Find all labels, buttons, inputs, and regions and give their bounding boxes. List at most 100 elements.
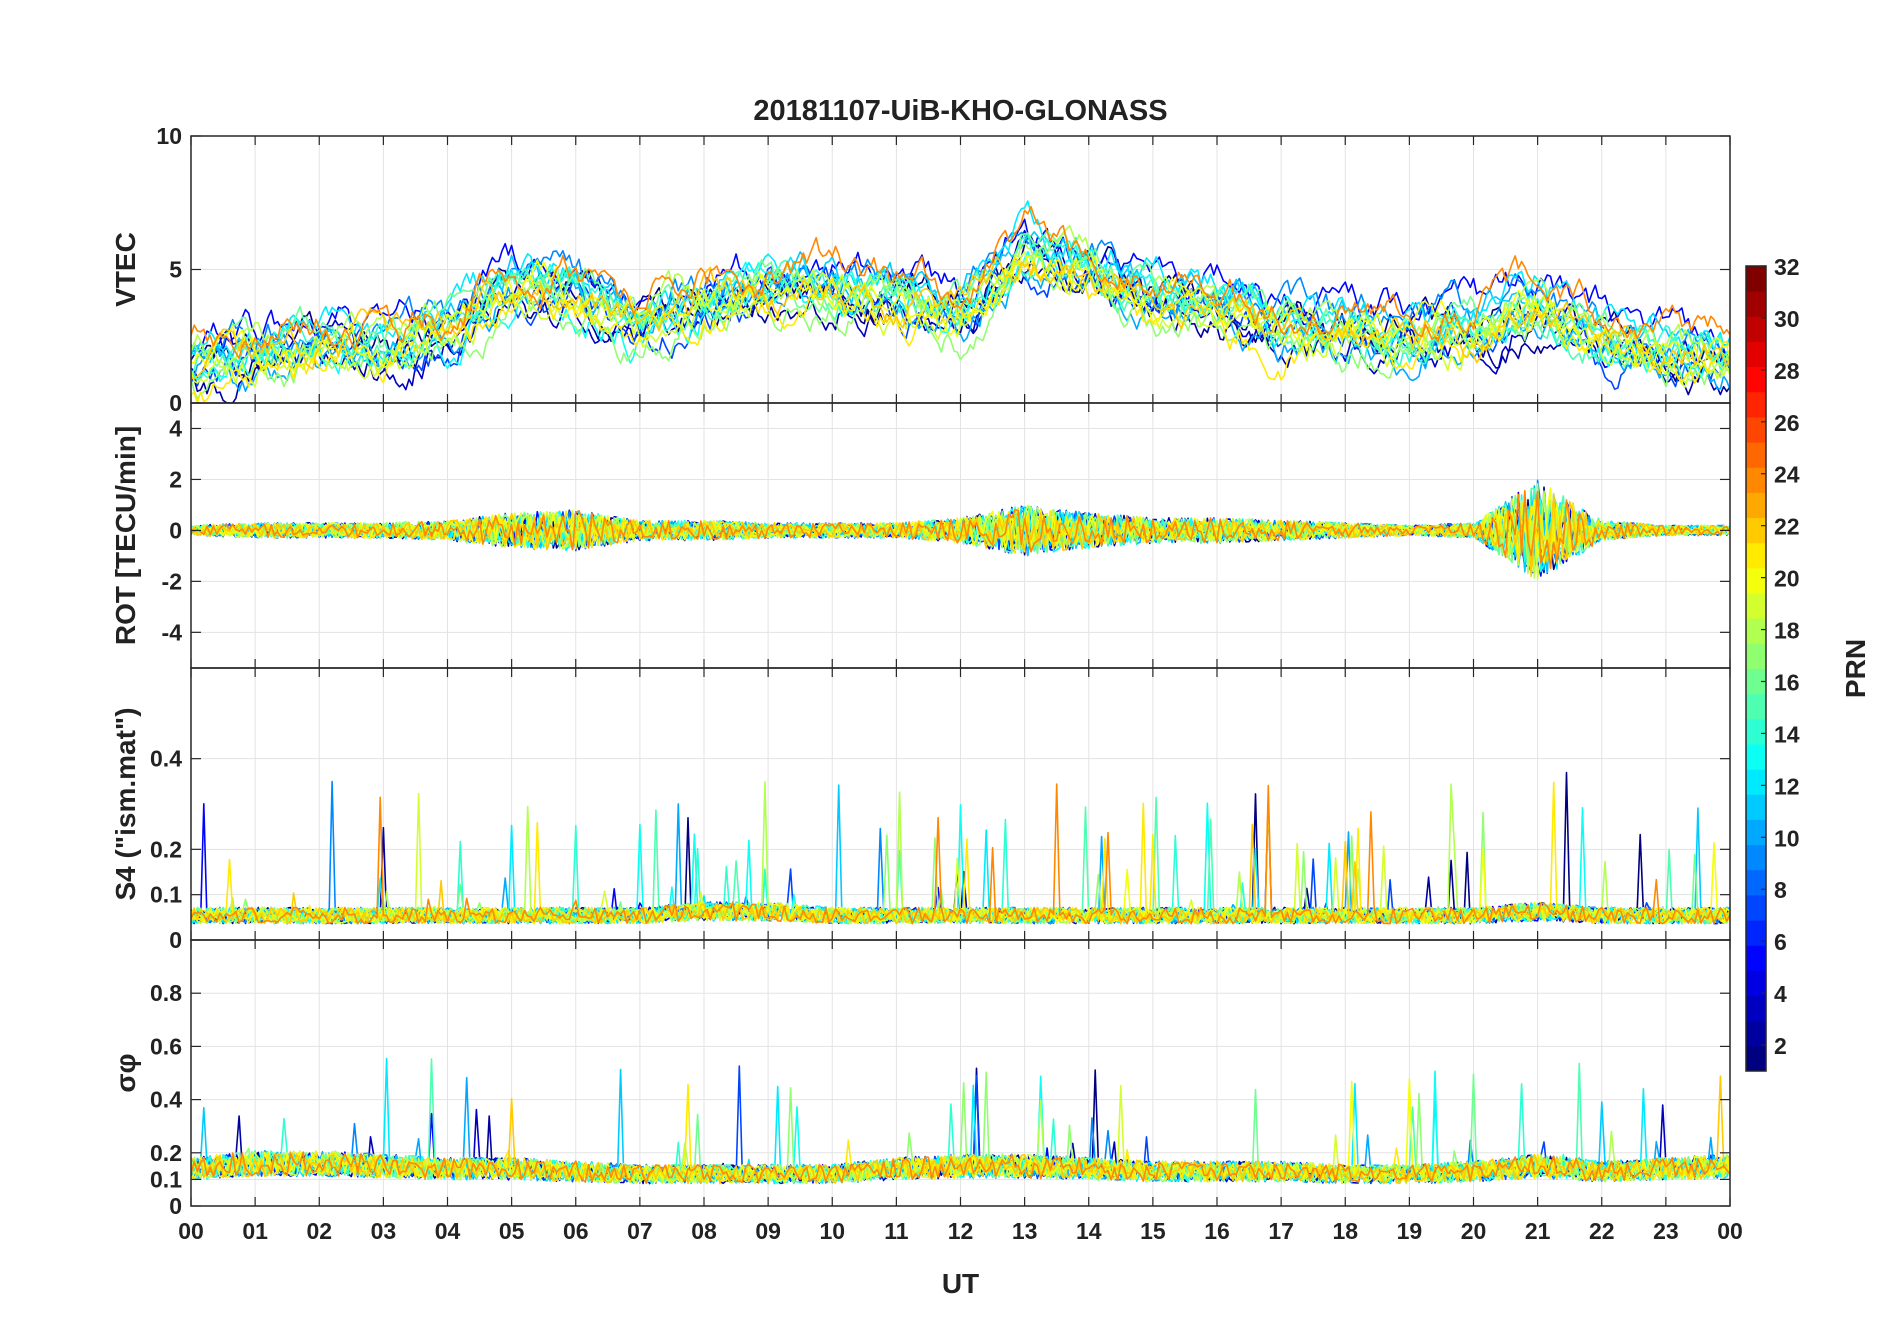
x-tick-label: 05 [499,1218,525,1244]
series-group-sigphi [191,1057,1730,1185]
x-tick-label: 08 [691,1218,717,1244]
colorbar-segment [1746,1045,1766,1072]
x-tick-label: 03 [371,1218,397,1244]
series-prn-24 [191,783,1730,925]
colorbar-segment [1746,920,1766,946]
series-prn-22 [191,256,1730,379]
y-tick-label: 0 [169,390,182,416]
y-tick-label: 0 [169,1193,182,1219]
y-tick-label: 0.4 [150,1087,182,1113]
y-tick-label: 0.1 [150,882,182,908]
x-tick-label: 18 [1332,1218,1358,1244]
y-axis-label: ROT [TECU/min] [110,426,141,645]
colorbar-tick-label: 32 [1774,254,1800,280]
x-tick-label: 16 [1204,1218,1230,1244]
colorbar-segment [1746,567,1766,594]
colorbar-segment [1746,1020,1766,1047]
colorbar-frame [1745,265,1767,1072]
series-prn-24 [191,205,1730,359]
colorbar-segment [1746,718,1766,745]
colorbar-segment [1746,517,1766,544]
y-tick-label: 0 [169,927,182,953]
series-prn-13 [191,248,1730,383]
colorbar-tick-label: 20 [1774,566,1800,592]
panel-sigphi: 00.10.2 0.4 0.6 0.8 σφ [110,939,1731,1219]
series-group-rot [191,479,1730,580]
series-group-vtec [191,200,1730,403]
y-tick-label: 0.6 [150,1033,182,1059]
colorbar-segment [1746,391,1766,418]
panel-vtec: 0 5 10 VTEC [110,123,1731,416]
y-tick-label: 0.2 [150,1140,182,1166]
x-tick-label: 07 [627,1218,653,1244]
colorbar-tick-label: 18 [1774,618,1800,644]
series-prn-24 [191,489,1730,569]
y-axis-label: VTEC [110,232,141,307]
y-tick-label: 0.2 [150,836,182,862]
colorbar-segment [1746,844,1766,871]
y-tick-label: -2 [162,568,182,594]
y-tick-label: 0.8 [150,980,182,1006]
colorbar-tick-label: 30 [1774,306,1800,332]
colorbar-segment [1746,618,1766,644]
colorbar-tick-label: 2 [1774,1033,1787,1059]
colorbar-segment [1746,869,1766,896]
colorbar-label: PRN [1840,639,1871,698]
x-tick-label: 02 [306,1218,332,1244]
colorbar-segment [1746,970,1766,997]
y-tick-label: 0.1 [150,1166,182,1192]
colorbar-segment [1746,467,1766,493]
series-prn-20 [191,1078,1730,1184]
x-tick-label: 20 [1461,1218,1487,1244]
colorbar-segment [1746,442,1766,468]
series-prn-22 [191,493,1730,578]
colorbar-tick-label: 6 [1774,929,1787,955]
colorbar-tick-label: 14 [1774,721,1800,747]
colorbar-segment [1746,366,1766,393]
colorbar-segment [1746,769,1766,795]
colorbar-segment [1746,492,1766,519]
y-tick-label: 2 [169,466,182,492]
colorbar-segment [1746,794,1766,820]
y-tick-label: 0.4 [150,746,182,772]
y-tick-label: 4 [169,415,182,441]
colorbar-tick-label: 24 [1774,462,1800,488]
series-prn-22 [191,823,1730,925]
colorbar-segment [1746,894,1766,921]
x-tick-label: 06 [563,1218,589,1244]
colorbar-segment [1746,643,1766,669]
panel-s4: 0 0.1 0.2 0.4 S4 ("ism.mat") [110,667,1731,953]
series-prn-24 [191,1151,1730,1184]
colorbar-segment [1746,819,1766,846]
colorbar-segment [1746,945,1766,971]
x-tick-label: 10 [819,1218,845,1244]
colorbar-tick-label: 28 [1774,358,1800,384]
colorbar-segment [1746,693,1766,720]
y-axis-label: σφ [110,1053,141,1092]
colorbar-tick-label: 16 [1774,669,1800,695]
x-tick-label: 21 [1525,1218,1551,1244]
y-tick-label: -4 [162,619,183,645]
colorbar-segment [1746,743,1766,770]
colorbar-tick-label: 8 [1774,877,1787,903]
y-tick-label: 10 [156,123,182,149]
panel-rot: -4 -2 0 2 4 ROT [TECU/min] [110,402,1731,669]
colorbar-tick-label: 4 [1774,981,1787,1007]
x-tick-label: 01 [242,1218,268,1244]
series-prn-21 [191,499,1730,563]
x-tick-label: 13 [1012,1218,1038,1244]
x-tick-label: 12 [948,1218,974,1244]
colorbar-tick-label: 26 [1774,410,1800,436]
colorbar-segment [1746,995,1766,1022]
chart-title: 20181107-UiB-KHO-GLONASS [753,95,1167,127]
colorbar-tick-label: 12 [1774,773,1800,799]
y-tick-label: 0 [169,517,182,543]
colorbar-tick-label: 10 [1774,825,1800,851]
colorbar-segment [1746,593,1766,619]
x-tick-label: 00 [1717,1218,1743,1244]
x-tick-label: 19 [1397,1218,1423,1244]
colorbar-tick-label: 22 [1774,514,1800,540]
y-axis-label: S4 ("ism.mat") [110,707,141,900]
